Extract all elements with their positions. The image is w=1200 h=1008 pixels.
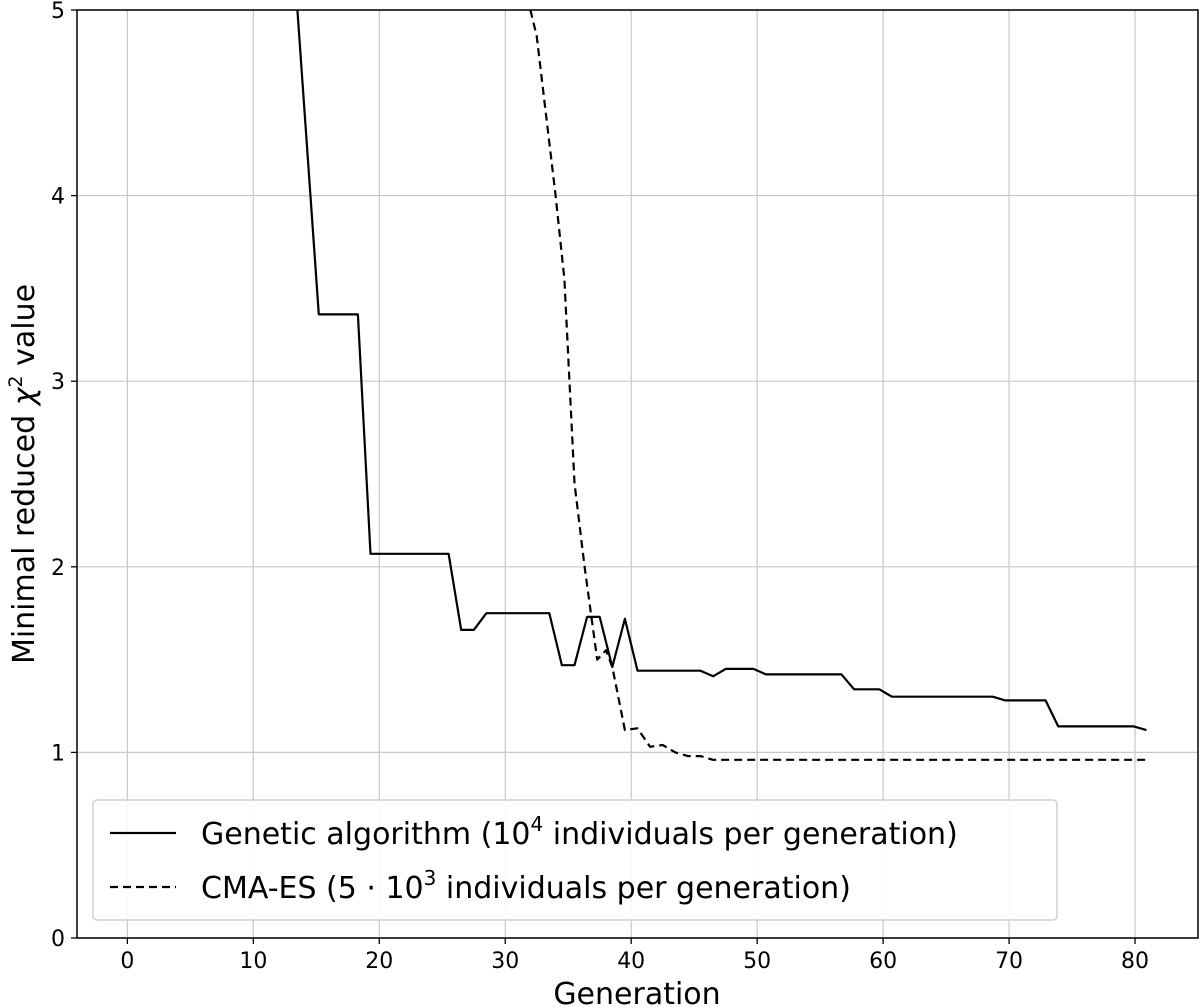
x-tick-label: 20 (365, 949, 393, 974)
x-tick-label: 40 (617, 949, 645, 974)
y-axis-label-symbol: χ (7, 386, 42, 407)
legend-cma-post: individuals per generation) (436, 871, 851, 906)
legend-genetic-post: individuals per generation) (543, 817, 958, 852)
legend-cma-sup: 3 (424, 866, 437, 890)
y-axis-label-sup: 2 (5, 375, 27, 387)
legend-label-cma-es: CMA-ES (5 · 103 individuals per generati… (201, 866, 851, 906)
series-line-genetic-algorithm (296, 9, 1147, 732)
legend-box (92, 799, 1058, 921)
y-axis-label-prefix: Minimal reduced (7, 405, 42, 664)
tick-layer: 0 10 20 30 40 50 60 70 80 0 1 2 3 4 5 (51, 0, 1149, 974)
x-tick-label: 60 (869, 949, 897, 974)
series-layer (296, 9, 1147, 761)
y-tick-label: 4 (51, 185, 65, 210)
axes-frame (76, 9, 1199, 939)
legend-cma-pre: CMA-ES (5 · 10 (201, 871, 424, 906)
x-tick-label: 80 (1121, 949, 1149, 974)
y-axis-label: Minimal reduced χ2 value (5, 284, 42, 664)
legend-label-genetic-algorithm: Genetic algorithm (104 individuals per g… (201, 812, 958, 852)
legend-genetic-pre: Genetic algorithm (10 (201, 817, 531, 852)
y-tick-label: 1 (51, 741, 65, 766)
y-tick-label: 2 (51, 556, 65, 581)
y-tick-label: 0 (51, 927, 65, 952)
legend-genetic-sup: 4 (531, 812, 544, 836)
x-tick-label: 0 (120, 949, 134, 974)
x-tick-label: 30 (491, 949, 519, 974)
series-line-cma-es (529, 9, 1147, 761)
grid-layer (77, 9, 1198, 939)
legend: Genetic algorithm (104 individuals per g… (92, 799, 1058, 921)
x-axis-label: Generation (553, 977, 720, 1008)
x-tick-label: 70 (995, 949, 1023, 974)
x-tick-label: 50 (743, 949, 771, 974)
y-axis-label-suffix: value (7, 284, 42, 375)
y-tick-label: 5 (51, 0, 65, 24)
x-tick-label: 10 (239, 949, 267, 974)
y-tick-label: 3 (51, 370, 65, 395)
